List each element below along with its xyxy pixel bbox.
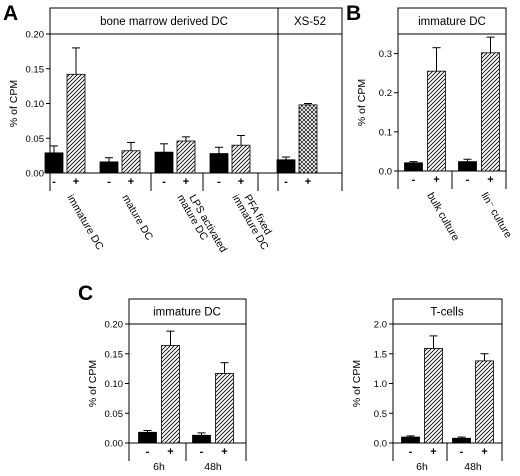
group-label: mature DC <box>119 193 155 243</box>
y-axis-label: % of CPM <box>8 80 20 127</box>
y-tick-label: 0.0 <box>374 439 387 450</box>
y-tick-label: 0.00 <box>26 169 45 180</box>
condition-label-plus: + <box>221 446 227 458</box>
condition-label-plus: + <box>128 176 134 188</box>
plot-frame <box>49 7 343 174</box>
group-label: 6h <box>153 461 165 473</box>
y-tick-label: 0.3 <box>379 49 392 60</box>
y-tick-label: 2.0 <box>374 320 387 331</box>
panel-label-a: A <box>3 2 18 25</box>
chart-c-immature-dc: immature DC 0.00 0.05 0.10 0.15 0.20 % of CPM -… <box>87 298 247 473</box>
header-title: immature DC <box>153 307 221 319</box>
y-tick-label: 0.20 <box>26 30 45 41</box>
y-tick-label: 0.2 <box>379 88 392 99</box>
panel-label-b: B <box>346 2 361 25</box>
y-tick-label: 1.5 <box>374 349 387 360</box>
bar-control <box>401 436 420 444</box>
y-tick-label: 0.20 <box>105 320 124 331</box>
bar-control <box>209 153 229 174</box>
group-label: 6h <box>416 461 428 473</box>
condition-label-minus: - <box>217 176 221 188</box>
y-tick-label: 0.5 <box>374 409 387 420</box>
condition-label-minus: - <box>200 446 204 458</box>
bar-control <box>192 434 211 444</box>
condition-label-minus: - <box>412 174 416 186</box>
group-label: 48h <box>464 461 482 473</box>
bar-treated <box>66 73 86 174</box>
y-tick-label: 0.10 <box>26 99 45 110</box>
group-label: 48h <box>204 461 222 473</box>
bar-treated <box>475 360 494 444</box>
condition-label-minus: - <box>460 446 464 458</box>
bar-treated <box>161 345 180 444</box>
y-axis-label: % of CPM <box>351 360 363 407</box>
y-tick-label: 0.05 <box>26 134 45 145</box>
bar-treated <box>481 52 500 172</box>
condition-label-plus: + <box>487 174 493 186</box>
bar-control <box>99 161 119 174</box>
bar-control <box>458 161 477 172</box>
condition-label-plus: + <box>430 446 436 458</box>
chart-a: bone marrow derived DC XS-52 0.00 0.05 0.10 0… <box>8 7 343 255</box>
condition-label-minus: - <box>146 446 150 458</box>
plot-frame <box>128 298 247 444</box>
condition-label-plus: + <box>481 446 487 458</box>
y-tick-label: 1.0 <box>374 379 387 390</box>
condition-label-minus: - <box>409 446 413 458</box>
y-tick-label: 0.05 <box>105 409 124 420</box>
header-title: immature DC <box>418 16 486 28</box>
condition-label-plus: + <box>73 176 79 188</box>
bar-treated <box>231 144 251 174</box>
condition-label-plus: + <box>238 176 244 188</box>
bar-treated <box>424 347 443 444</box>
bar-control <box>404 162 423 172</box>
header-title: bone marrow derived DC <box>100 16 228 28</box>
group-label: bulk culture <box>424 191 461 244</box>
y-tick-label: 0.15 <box>105 349 124 360</box>
bar-treated <box>298 104 318 174</box>
group-label: lin⁻ culture <box>478 191 514 241</box>
bar-control <box>138 431 157 444</box>
condition-label-minus: - <box>52 176 56 188</box>
header-title: XS-52 <box>294 16 326 28</box>
bar-treated <box>215 372 234 444</box>
bar-control <box>44 152 64 174</box>
bar-control <box>276 159 296 174</box>
condition-label-minus: - <box>107 176 111 188</box>
condition-label-plus: + <box>433 174 439 186</box>
condition-label-minus: - <box>162 176 166 188</box>
panel-label-c: C <box>78 282 93 305</box>
condition-label-plus: + <box>167 446 173 458</box>
condition-label-minus: - <box>466 174 470 186</box>
bar-control <box>154 151 174 174</box>
bar-treated <box>176 140 196 174</box>
condition-label-plus: + <box>183 176 189 188</box>
condition-label-minus: - <box>284 176 288 188</box>
y-axis-label: % of CPM <box>87 360 99 407</box>
bar-treated <box>121 150 141 174</box>
y-tick-label: 0.10 <box>105 379 124 390</box>
condition-label-plus: + <box>305 176 311 188</box>
y-tick-label: 0.00 <box>105 439 124 450</box>
bar-treated <box>427 70 446 172</box>
y-tick-label: 0.15 <box>26 64 45 75</box>
header-title: T-cells <box>430 307 463 319</box>
chart-b: immature DC 0.0 0.1 0.2 0.3 % of CPM - + bulk cu… <box>356 7 514 244</box>
y-tick-label: 0.0 <box>379 167 392 178</box>
y-axis-label: % of CPM <box>356 79 368 126</box>
bar-control <box>452 437 471 444</box>
group-label: immature DC <box>64 193 106 253</box>
y-tick-label: 0.1 <box>379 127 392 138</box>
